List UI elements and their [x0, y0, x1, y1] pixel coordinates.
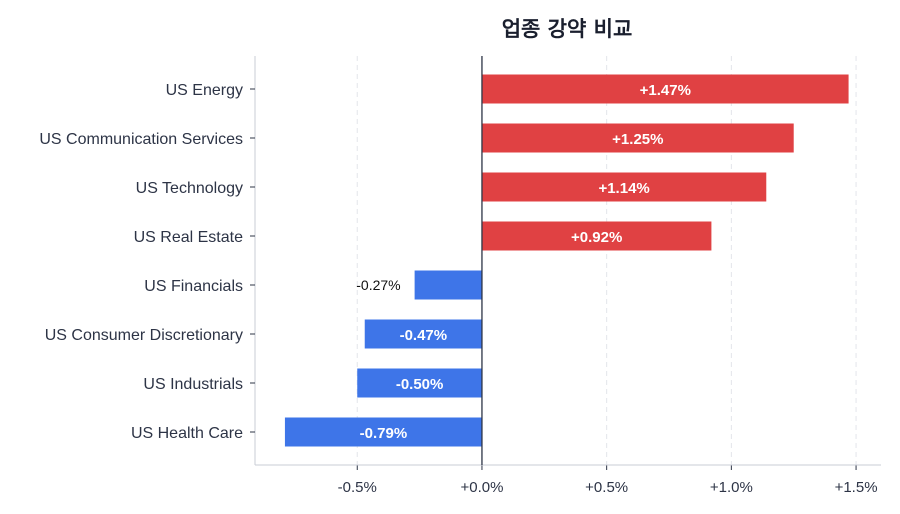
chart-title: 업종 강약 비교: [502, 17, 633, 41]
category-label: US Energy: [166, 82, 243, 99]
data-label: -0.27%: [356, 277, 400, 293]
category-label: US Consumer Discretionary: [45, 327, 243, 344]
bar: [357, 368, 482, 398]
data-label: -0.47%: [400, 327, 448, 344]
category-label: US Industrials: [143, 376, 243, 393]
bar: [481, 123, 794, 153]
x-tick-label: +1.5%: [835, 479, 878, 496]
bar: [414, 270, 482, 300]
data-label: -0.50%: [396, 376, 444, 393]
data-label: -0.79%: [360, 425, 408, 442]
bar: [481, 221, 712, 251]
bar: [284, 417, 482, 447]
data-label: +1.25%: [612, 131, 663, 148]
bar: [364, 319, 482, 349]
category-label: US Technology: [136, 180, 243, 197]
x-tick-label: +0.0%: [460, 479, 503, 496]
bar: [481, 74, 849, 104]
x-tick-label: +0.5%: [585, 479, 628, 496]
data-label: +1.14%: [598, 180, 649, 197]
category-label: US Health Care: [131, 425, 243, 442]
category-label: US Real Estate: [134, 229, 243, 246]
category-label: US Communication Services: [39, 131, 243, 148]
data-label: +1.47%: [640, 82, 691, 99]
x-tick-label: +1.0%: [710, 479, 753, 496]
bar: [481, 172, 767, 202]
data-label: +0.92%: [571, 229, 622, 246]
x-tick-label: -0.5%: [338, 479, 377, 496]
category-label: US Financials: [144, 278, 243, 295]
